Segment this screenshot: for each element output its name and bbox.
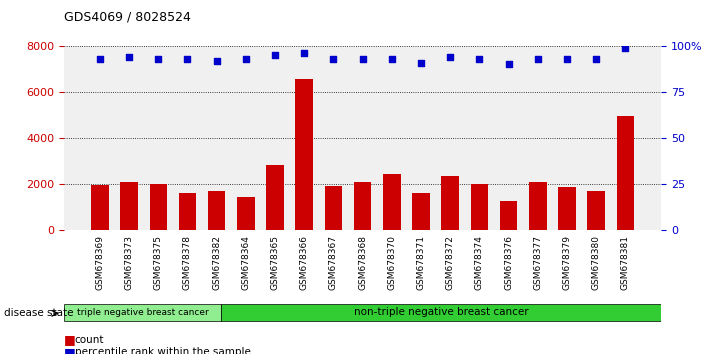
Point	[532, 56, 543, 62]
Point	[415, 60, 427, 65]
Bar	[149, 184, 167, 230]
Bar	[558, 187, 576, 230]
Text: count: count	[75, 335, 104, 345]
Text: ■: ■	[64, 346, 76, 354]
Point	[620, 45, 631, 51]
Bar	[178, 193, 196, 230]
FancyBboxPatch shape	[64, 304, 221, 321]
Point	[503, 62, 514, 67]
Bar	[91, 185, 109, 230]
Point	[444, 54, 456, 60]
Point	[94, 56, 105, 62]
Text: triple negative breast cancer: triple negative breast cancer	[77, 308, 208, 317]
FancyBboxPatch shape	[221, 304, 661, 321]
Point	[240, 56, 252, 62]
Bar	[471, 184, 488, 230]
Point	[357, 56, 368, 62]
Point	[124, 54, 135, 60]
Point	[269, 52, 281, 58]
Point	[153, 56, 164, 62]
Bar	[208, 191, 225, 230]
Point	[328, 56, 339, 62]
Text: ■: ■	[64, 333, 76, 346]
Point	[182, 56, 193, 62]
Point	[590, 56, 602, 62]
Bar	[237, 197, 255, 230]
Point	[561, 56, 572, 62]
Bar	[500, 201, 518, 230]
Text: disease state: disease state	[4, 308, 73, 318]
Point	[386, 56, 397, 62]
Text: GDS4069 / 8028524: GDS4069 / 8028524	[64, 11, 191, 24]
Bar	[587, 191, 605, 230]
Bar	[616, 116, 634, 230]
Bar	[267, 165, 284, 230]
Point	[299, 51, 310, 56]
Point	[474, 56, 485, 62]
Bar	[296, 79, 313, 230]
Bar	[529, 182, 547, 230]
Bar	[354, 182, 371, 230]
Point	[211, 58, 223, 64]
Text: percentile rank within the sample: percentile rank within the sample	[75, 347, 250, 354]
Bar	[120, 182, 138, 230]
Bar	[383, 174, 400, 230]
Bar	[412, 193, 429, 230]
Bar	[442, 177, 459, 230]
Text: non-triple negative breast cancer: non-triple negative breast cancer	[354, 307, 528, 318]
Bar	[325, 186, 342, 230]
